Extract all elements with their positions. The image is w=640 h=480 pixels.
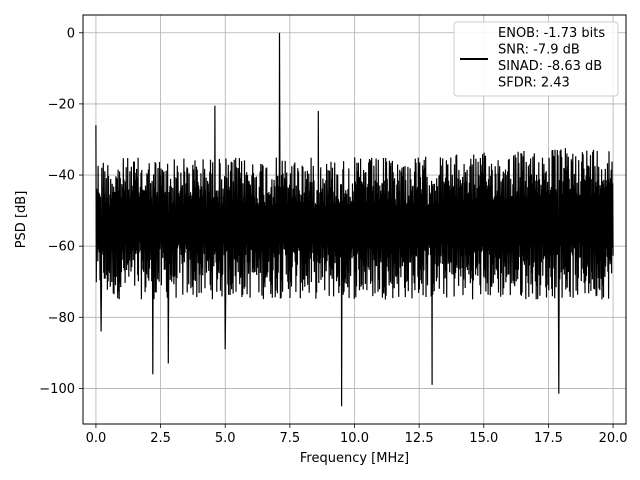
y-tick-label: −100 xyxy=(39,382,75,397)
x-tick-label: 17.5 xyxy=(534,431,563,446)
legend-box xyxy=(453,21,619,97)
series-layer xyxy=(95,32,614,407)
x-axis: 0.0 2.5 5.0 7.5 10.0 12.5 15.0 17.5 20.0 xyxy=(86,424,628,446)
psd-series-line xyxy=(95,32,614,407)
y-tick-label: −20 xyxy=(48,97,75,112)
legend-entry: SNR: -7.9 dB xyxy=(498,43,580,58)
x-axis-label: Frequency [MHz] xyxy=(300,451,409,466)
legend-entry: ENOB: -1.73 bits xyxy=(498,26,605,41)
x-tick-label: 15.0 xyxy=(469,431,498,446)
y-tick-label: −40 xyxy=(48,169,75,184)
x-tick-label: 10.0 xyxy=(340,431,369,446)
y-tick-label: −80 xyxy=(48,311,75,326)
y-tick-label: 0 xyxy=(67,26,75,41)
x-tick-label: 5.0 xyxy=(215,431,236,446)
x-tick-label: 0.0 xyxy=(86,431,107,446)
legend-entry: SFDR: 2.43 xyxy=(498,76,570,91)
y-axis-label: PSD [dB] xyxy=(14,191,29,249)
x-tick-label: 2.5 xyxy=(150,431,171,446)
x-tick-label: 12.5 xyxy=(405,431,434,446)
y-axis: 0 −20 −40 −60 −80 −100 xyxy=(39,26,83,397)
x-tick-label: 20.0 xyxy=(599,431,628,446)
x-tick-label: 7.5 xyxy=(280,431,301,446)
y-tick-label: −60 xyxy=(48,240,75,255)
legend-entry: SINAD: -8.63 dB xyxy=(498,59,602,74)
